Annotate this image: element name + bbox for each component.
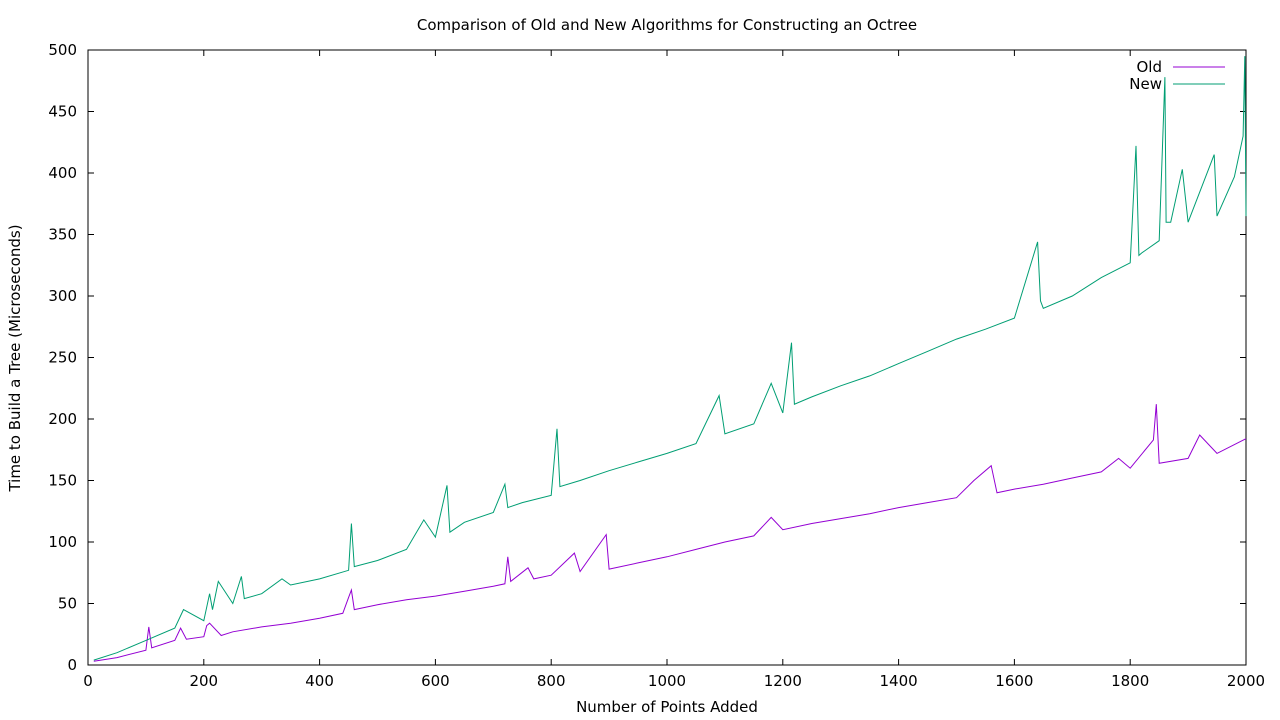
- y-tick-label: 250: [48, 349, 77, 367]
- plot-area: [87, 49, 1247, 666]
- y-tick-label: 300: [48, 287, 77, 305]
- x-tick-label: 1200: [764, 672, 802, 690]
- y-tick-label: 100: [48, 533, 77, 551]
- legend-item-old: Old: [1137, 58, 1225, 76]
- x-tick-label: 400: [305, 672, 334, 690]
- y-tick-label: 0: [67, 656, 77, 674]
- series-line-new: [93, 56, 1247, 661]
- chart-title: Comparison of Old and New Algorithms for…: [417, 16, 917, 34]
- x-tick-label: 2000: [1227, 672, 1265, 690]
- y-tick-label: 400: [48, 164, 77, 182]
- y-tick-label: 200: [48, 410, 77, 428]
- y-tick-label: 50: [58, 595, 77, 613]
- y-axis: 0 50 100 150 200 250 300 350 400 450 500: [48, 41, 1246, 674]
- legend-label-old: Old: [1137, 58, 1163, 76]
- x-axis-label: Number of Points Added: [576, 698, 758, 716]
- x-tick-label: 600: [421, 672, 450, 690]
- legend: Old New: [1129, 58, 1225, 93]
- x-tick-label: 1400: [880, 672, 918, 690]
- series-line-old: [93, 404, 1247, 662]
- y-tick-label: 450: [48, 103, 77, 121]
- y-tick-label: 150: [48, 472, 77, 490]
- x-tick-label: 1600: [995, 672, 1033, 690]
- y-tick-label: 350: [48, 226, 77, 244]
- x-tick-label: 800: [537, 672, 566, 690]
- y-axis-label: Time to Build a Tree (Microseconds): [6, 224, 24, 492]
- series-layer: [93, 56, 1247, 662]
- legend-label-new: New: [1129, 75, 1162, 93]
- x-tick-label: 1800: [1111, 672, 1149, 690]
- plot-frame: [87, 49, 1247, 666]
- x-axis: 0 200 400 600 800 1000 1200 1400 1600 1800 2000: [83, 50, 1265, 690]
- x-tick-label: 0: [83, 672, 93, 690]
- x-tick-label: 200: [189, 672, 218, 690]
- y-tick-label: 500: [48, 41, 77, 59]
- x-tick-label: 1000: [648, 672, 686, 690]
- legend-item-new: New: [1129, 75, 1225, 93]
